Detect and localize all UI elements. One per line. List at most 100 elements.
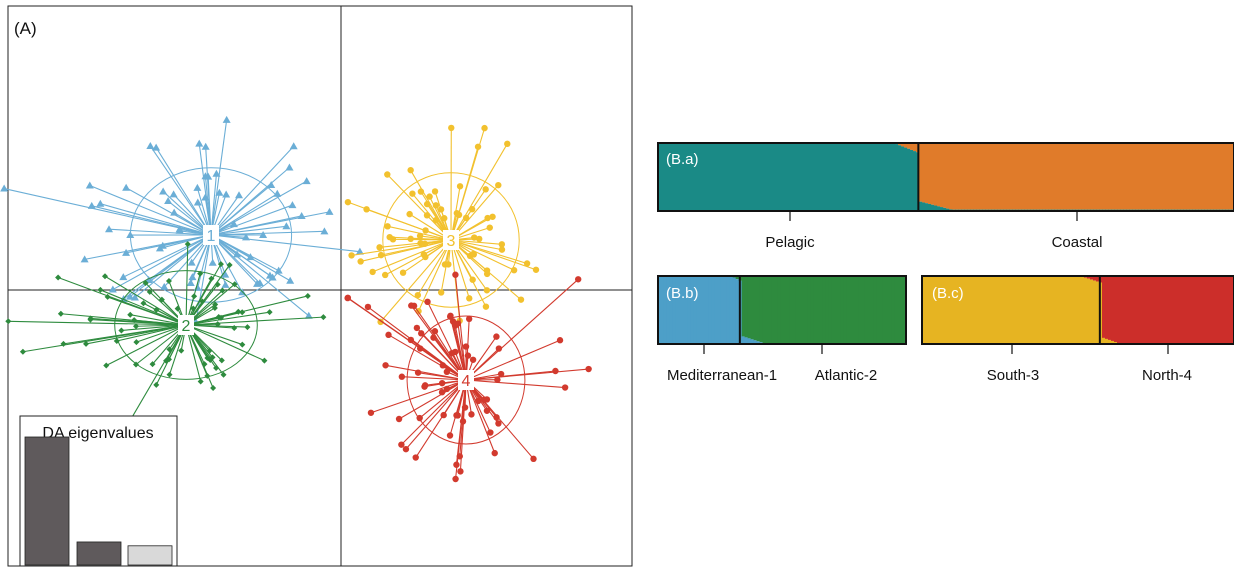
data-point — [83, 340, 90, 347]
data-point — [320, 227, 329, 235]
admixture-bar-k2 — [994, 143, 998, 210]
data-point — [133, 323, 140, 330]
data-point — [217, 261, 224, 268]
admixture-bar-k2 — [759, 276, 764, 343]
data-point — [222, 190, 231, 198]
admixture-bar-k1 — [928, 276, 932, 344]
cluster-spoke — [210, 173, 217, 236]
data-point — [87, 315, 94, 322]
admixture-bar-k1 — [705, 276, 710, 344]
cluster-spoke — [380, 239, 452, 323]
data-point — [153, 381, 160, 388]
data-point — [437, 289, 445, 296]
cluster-1: 1 — [0, 115, 364, 326]
data-point — [438, 389, 446, 396]
admixture-bar-k1 — [820, 143, 824, 211]
admixture-bar-k2 — [795, 276, 799, 344]
data-point — [420, 251, 428, 258]
admixture-bar-k2 — [1123, 276, 1127, 344]
data-point — [113, 338, 120, 345]
data-point — [197, 270, 204, 277]
admixture-bar-k2 — [1090, 276, 1094, 280]
admixture-bar-k2 — [910, 143, 914, 150]
admixture-bar-k1 — [742, 143, 746, 211]
admixture-bar-k2 — [901, 143, 905, 147]
data-point — [445, 261, 452, 268]
cluster-spoke — [89, 185, 212, 236]
admixture-bar-k1 — [973, 276, 977, 344]
data-point — [454, 320, 462, 327]
admixture-bar-k2 — [970, 143, 974, 210]
data-point — [125, 292, 134, 300]
admixture-bar-k2 — [1102, 143, 1106, 210]
data-point — [201, 193, 210, 201]
admixture-bar-k2 — [1132, 276, 1136, 344]
data-point — [441, 215, 448, 222]
admixture-bar-k2 — [964, 143, 968, 210]
cluster-spoke — [210, 211, 330, 236]
admixture-bar-k2 — [1147, 276, 1151, 344]
data-point — [206, 347, 213, 354]
admixture-bar-k1 — [673, 143, 677, 211]
admixture-bar-k1 — [1072, 276, 1076, 344]
data-point — [253, 279, 262, 287]
admixture-bar-k1 — [835, 143, 839, 211]
data-point — [416, 232, 424, 240]
admixture-bar-k2 — [1129, 143, 1133, 210]
admixture-bar-k2 — [1198, 143, 1202, 210]
admixture-bar-k1 — [892, 143, 896, 211]
admixture-bar-k2 — [1111, 276, 1115, 341]
admixture-bar-k2 — [1054, 143, 1058, 210]
admixture-bar-k2 — [1210, 143, 1214, 210]
cluster-spoke — [210, 230, 325, 236]
data-point — [190, 305, 197, 312]
admixture-bar-k2 — [1081, 143, 1085, 210]
cluster-spoke — [465, 379, 534, 460]
admixture-bar-k2 — [973, 143, 977, 210]
admixture-bar-k2 — [1018, 143, 1022, 210]
data-point — [213, 365, 220, 372]
data-point — [448, 124, 455, 132]
group-label-pelagic: Pelagic — [765, 234, 815, 251]
cluster-spoke — [134, 234, 212, 298]
admixture-bar-k1 — [735, 279, 740, 344]
data-point — [197, 378, 204, 385]
admixture-bar-k2 — [1063, 143, 1067, 210]
data-point — [423, 212, 431, 219]
cluster-spoke — [398, 379, 467, 420]
data-point — [304, 311, 313, 319]
admixture-bar-k2 — [1216, 276, 1220, 344]
admixture-bar-k2 — [807, 276, 811, 344]
admixture-bar-k1 — [1060, 276, 1064, 344]
data-point — [208, 275, 215, 282]
admixture-bar-k1 — [943, 207, 947, 211]
admixture-bar-k2 — [1189, 143, 1193, 210]
cluster-spoke — [185, 324, 265, 362]
data-point — [530, 455, 537, 463]
admixture-bar-k2 — [777, 276, 782, 344]
admixture-bar-k1 — [850, 143, 854, 211]
data-point — [288, 201, 297, 209]
admixture-bar-k2 — [1213, 276, 1217, 344]
cluster-spoke — [465, 339, 561, 381]
admixture-bar-k2 — [753, 276, 758, 341]
admixture-bar-k2 — [1177, 143, 1181, 210]
cluster-spoke — [465, 379, 496, 454]
admixture-bar-k2 — [997, 143, 1001, 210]
data-point — [432, 216, 440, 224]
data-point — [489, 213, 496, 220]
admixture-bar-k1 — [663, 276, 668, 344]
admixture-bar-k2 — [991, 143, 995, 210]
data-point — [424, 298, 431, 306]
cluster-spoke — [450, 239, 487, 307]
admixture-bar-k2 — [822, 276, 826, 344]
admixture-bar-k2 — [1105, 276, 1109, 339]
admixture-bar-k1 — [811, 143, 815, 211]
admixture-bar-k2 — [876, 276, 880, 344]
data-point — [144, 275, 153, 283]
admixture-bar-k2 — [801, 276, 805, 344]
admixture-bar-k1 — [838, 143, 842, 211]
admixture-bar-k1 — [1021, 276, 1025, 344]
admixture-bar-k2 — [849, 276, 853, 344]
data-point — [495, 420, 502, 427]
